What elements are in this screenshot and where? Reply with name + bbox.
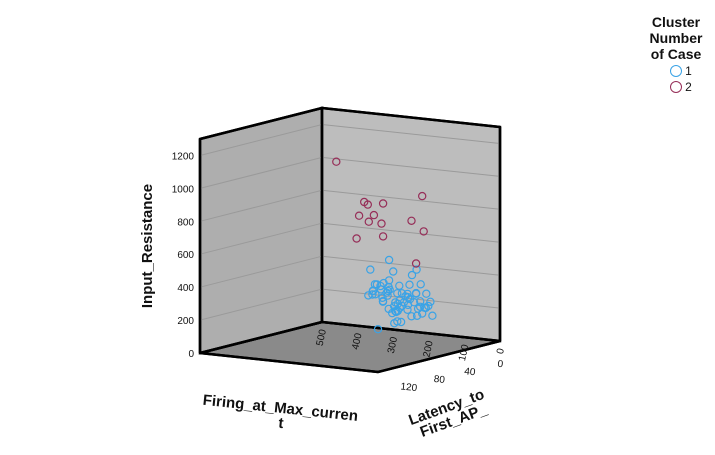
data-point-cluster-1 [412,265,421,274]
z-tick-label: 300 [386,336,400,355]
x-axis-label-line-2: t [278,415,285,432]
box-edges [198,106,502,374]
y-tick-label: 1200 [172,152,195,163]
legend-title-line-3: of Case [650,46,702,62]
data-point-cluster-1 [424,301,433,311]
data-point-cluster-1 [407,312,416,321]
data-point-cluster-2 [411,259,421,268]
data-point-cluster-1 [416,280,425,289]
z-tick-label: 200 [422,339,436,358]
data-point-cluster-2 [378,199,388,208]
y-tick-label: 200 [177,316,194,327]
data-point-cluster-1 [378,297,388,306]
box-edge [321,106,501,129]
legend-title: Cluster Number of Case [636,14,715,62]
data-point-cluster-2 [378,232,388,241]
z-axis-ticks: 0 100 200 300 400 500 [315,328,507,362]
x-tick-label: 80 [433,374,446,386]
legend: Cluster Number of Case 1 2 [636,14,715,94]
x-tick-label: 120 [400,381,418,394]
data-point-cluster-1 [384,255,394,265]
y-tick-label: 800 [177,217,194,228]
data-point-cluster-1 [373,325,383,334]
z-tick-label: 0 [495,347,507,355]
data-point-cluster-1 [372,280,382,289]
data-point-cluster-2 [407,216,416,225]
y-tick-label: 0 [188,349,194,360]
legend-circle-icon [670,81,683,93]
data-point-cluster-2 [369,210,379,220]
data-point-cluster-1 [428,311,437,320]
data-point-cluster-1 [384,304,393,314]
legend-circle-icon [670,65,683,77]
data-point-cluster-2 [419,227,428,236]
data-point-cluster-1 [389,267,398,276]
data-point-cluster-1 [426,297,435,306]
x-axis-label: Firing_at_Max_curren t [200,392,363,441]
data-point-cluster-2 [354,211,364,220]
data-point-cluster-1 [366,265,375,274]
data-point-cluster-1 [416,302,425,311]
box-edge [199,320,323,355]
data-point-cluster-1 [395,281,404,290]
plot-left-wall [198,106,324,355]
legend-item-label: 1 [685,64,692,78]
z-tick-label: 400 [350,332,364,351]
y-tick-label: 600 [177,250,194,261]
legend-title-line-2: Number [649,30,703,46]
data-point-cluster-2 [377,219,386,228]
z-tick-label: 100 [457,343,471,362]
data-point-cluster-1 [399,298,409,307]
y-axis-ticks: 0 200 400 600 800 1000 1200 [172,152,195,361]
data-point-cluster-2 [363,200,372,209]
legend-item-2: 2 [646,80,715,94]
data-point-cluster-1 [421,303,430,313]
legend-item-1: 1 [646,64,715,78]
data-point-cluster-1 [405,280,414,289]
data-point-cluster-1 [378,293,387,302]
box-edge [199,106,323,141]
x-tick-label: 0 [497,359,504,371]
legend-item-label: 2 [685,80,692,94]
data-point-cluster-1 [422,289,431,298]
y-tick-label: 400 [177,283,194,294]
data-point-cluster-2 [364,217,373,226]
data-point-cluster-1 [393,317,402,326]
data-point-cluster-1 [416,297,425,306]
legend-title-line-1: Cluster [651,14,701,30]
data-point-cluster-1 [407,270,417,280]
y-axis-label: Input_Resistance [139,184,156,308]
x-tick-label: 40 [464,366,477,378]
data-point-cluster-1 [412,311,422,320]
data-points [332,157,437,334]
data-point-cluster-1 [384,282,393,292]
data-point-cluster-1 [411,289,421,298]
z-tick-label: 500 [315,328,329,347]
data-point-cluster-1 [396,317,406,327]
box-edge [199,351,379,374]
data-point-cluster-1 [403,289,412,299]
x-axis-ticks: 0 40 80 120 [400,359,504,394]
data-point-cluster-1 [403,305,412,314]
box-edge [321,320,501,343]
box-edge [377,339,501,374]
data-point-cluster-1 [368,290,377,299]
data-point-cluster-1 [382,288,391,297]
data-point-cluster-2 [418,191,427,201]
data-point-cluster-2 [352,234,361,243]
data-point-cluster-1 [397,289,407,298]
data-point-cluster-2 [332,157,341,166]
z-axis-label: Latency_to First_AP_ [406,385,495,444]
y-tick-label: 1000 [172,184,195,195]
data-point-cluster-1 [409,298,419,307]
data-point-cluster-1 [395,303,404,313]
data-point-cluster-1 [368,287,378,296]
